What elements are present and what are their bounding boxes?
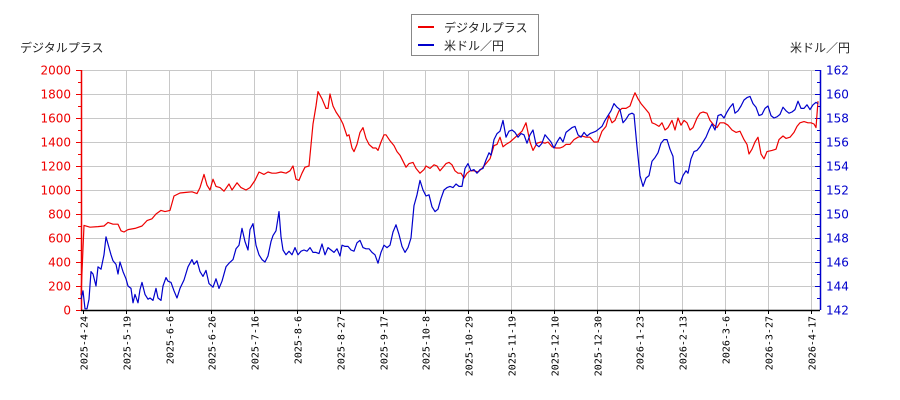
svg-text:1400: 1400 xyxy=(40,136,71,150)
svg-text:142: 142 xyxy=(826,304,849,318)
svg-text:158: 158 xyxy=(826,112,849,126)
svg-text:154: 154 xyxy=(826,160,849,174)
svg-text:2025-6-26: 2025-6-26 xyxy=(208,316,219,370)
svg-text:1000: 1000 xyxy=(40,184,71,198)
svg-text:2025-6-6: 2025-6-6 xyxy=(166,316,177,364)
svg-text:2026-4-17: 2026-4-17 xyxy=(808,316,819,370)
legend-label: 米ドル／円 xyxy=(444,38,505,53)
svg-text:600: 600 xyxy=(48,232,71,246)
svg-text:200: 200 xyxy=(48,280,71,294)
svg-text:2026-3-27: 2026-3-27 xyxy=(765,316,776,370)
svg-text:1200: 1200 xyxy=(40,160,71,174)
series-lines xyxy=(80,90,819,310)
svg-text:2025-11-19: 2025-11-19 xyxy=(508,316,519,376)
svg-text:152: 152 xyxy=(826,184,849,198)
svg-text:2025-7-16: 2025-7-16 xyxy=(251,316,262,370)
svg-text:146: 146 xyxy=(826,256,849,270)
svg-text:2025-9-17: 2025-9-17 xyxy=(380,316,391,370)
svg-text:2026-3-6: 2026-3-6 xyxy=(722,316,733,364)
svg-text:2025-12-10: 2025-12-10 xyxy=(551,316,562,376)
svg-text:2025-10-8: 2025-10-8 xyxy=(422,316,433,370)
svg-text:2025-10-29: 2025-10-29 xyxy=(465,316,476,376)
legend-item-digitalplus: デジタルプラス xyxy=(418,18,528,36)
svg-text:1600: 1600 xyxy=(40,112,71,126)
svg-text:2025-4-24: 2025-4-24 xyxy=(80,316,91,370)
legend-item-usdjpy: 米ドル／円 xyxy=(418,36,504,54)
svg-text:160: 160 xyxy=(826,88,849,102)
legend-label: デジタルプラス xyxy=(444,20,528,35)
svg-text:1800: 1800 xyxy=(40,88,71,102)
svg-text:800: 800 xyxy=(48,208,71,222)
left-axis-title: デジタルプラス xyxy=(20,41,104,55)
x-axis: 2025-4-24 2025-5-19 2025-6-6 2025-6-26 2025-… xyxy=(80,309,820,376)
svg-text:144: 144 xyxy=(826,280,849,294)
svg-text:400: 400 xyxy=(48,256,71,270)
grid-lines xyxy=(81,70,820,310)
svg-text:2025-12-30: 2025-12-30 xyxy=(594,316,605,376)
left-y-axis: 0 200 400 600 800 1000 1200 1400 1600 1800 2000 xyxy=(40,64,83,318)
svg-text:150: 150 xyxy=(826,208,849,222)
svg-text:2026-1-23: 2026-1-23 xyxy=(636,316,647,370)
svg-text:2000: 2000 xyxy=(40,64,71,78)
legend-swatch-red xyxy=(418,26,434,28)
svg-text:2025-8-6: 2025-8-6 xyxy=(294,316,305,364)
right-axis-title: 米ドル／円 xyxy=(789,41,850,55)
svg-text:148: 148 xyxy=(826,232,849,246)
svg-text:0: 0 xyxy=(63,304,71,318)
right-y-axis: 142 144 146 148 150 152 154 156 158 160 162 xyxy=(815,64,849,318)
svg-text:2026-2-13: 2026-2-13 xyxy=(679,316,690,370)
svg-text:2025-8-27: 2025-8-27 xyxy=(337,316,348,370)
legend: デジタルプラス 米ドル／円 xyxy=(411,14,539,56)
legend-swatch-blue xyxy=(418,44,434,46)
svg-text:162: 162 xyxy=(826,64,849,78)
svg-text:156: 156 xyxy=(826,136,849,150)
svg-text:2025-5-19: 2025-5-19 xyxy=(123,316,134,370)
